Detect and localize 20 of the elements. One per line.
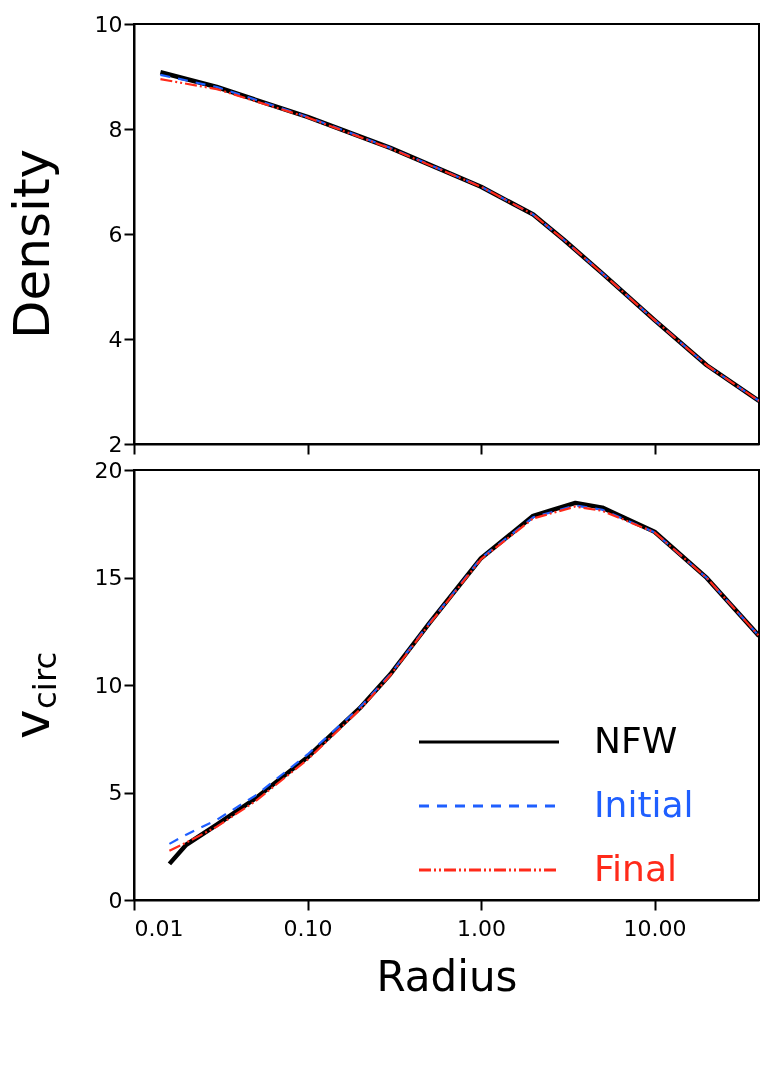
y-tick-label: 2: [108, 431, 123, 457]
legend-label: Final: [594, 848, 677, 889]
y-tick-label: 0: [108, 887, 123, 913]
y-axis-title: vcirc: [3, 651, 64, 739]
y-tick-label: 6: [108, 221, 123, 247]
legend-label: NFW: [594, 720, 678, 761]
y-tick-label: 10: [94, 11, 123, 37]
y-tick-label: 5: [108, 780, 123, 805]
y-tick-label: 8: [108, 116, 123, 142]
y-tick-label: 4: [108, 326, 123, 352]
x-tick-label: 0.10: [283, 915, 333, 941]
x-tick-label: 0.01: [134, 915, 184, 941]
y-tick-label: 20: [94, 457, 123, 483]
y-axis-title: Density: [3, 148, 61, 339]
x-tick-label: 1.00: [457, 915, 507, 941]
legend-label: Initial: [594, 784, 694, 825]
x-tick-label: 10.00: [623, 915, 687, 941]
x-axis-title: Radius: [376, 951, 518, 1001]
y-tick-label: 15: [94, 565, 123, 590]
y-tick-label: 10: [94, 672, 123, 698]
